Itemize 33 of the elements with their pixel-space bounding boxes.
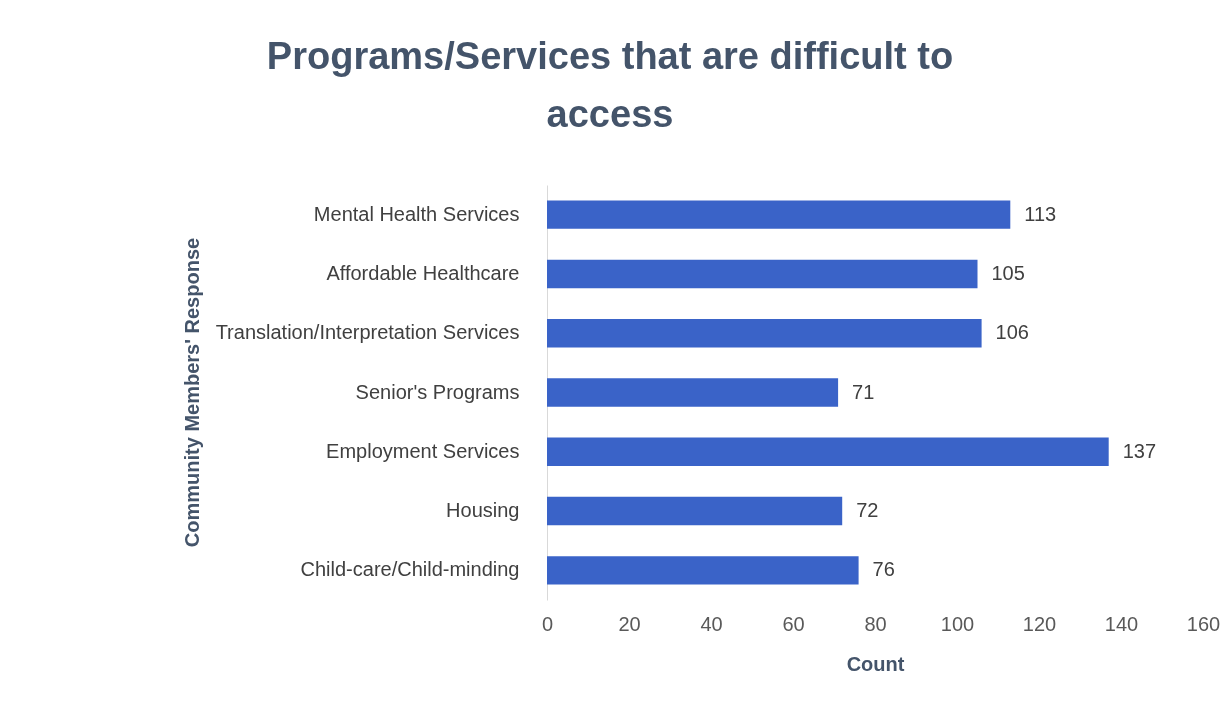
x-tick-label: 0 (541, 612, 554, 635)
y-tick-label: Mental Health Services (313, 202, 520, 225)
x-tick-label: 20 (618, 612, 641, 635)
bar (547, 437, 1109, 467)
bar (547, 496, 843, 526)
bar (547, 259, 978, 289)
x-tick-label: 160 (1186, 612, 1221, 635)
x-tick-label: 60 (782, 612, 805, 635)
x-axis-title: Count (846, 652, 905, 675)
y-tick-label: Child-care/Child-minding (300, 558, 520, 581)
y-tick-label: Translation/Interpretation Services (215, 321, 520, 344)
y-tick-label: Senior's Programs (355, 380, 520, 403)
x-tick-label: 100 (940, 612, 975, 635)
x-tick-label: 120 (1022, 612, 1057, 635)
data-label: 113 (1024, 202, 1057, 225)
bar (547, 378, 839, 407)
y-axis-title: Community Members' Response (180, 237, 203, 548)
y-tick-label: Employment Services (326, 439, 520, 462)
bar (547, 200, 1011, 229)
data-label: 137 (1122, 439, 1157, 462)
data-label: 76 (872, 558, 895, 581)
chart-title: Programs/Services that are difficult to access (266, 35, 954, 135)
bar (547, 556, 859, 585)
x-tick-label: 80 (864, 612, 887, 635)
y-tick-label: Housing (446, 499, 520, 522)
y-tick-label: Affordable Healthcare (326, 261, 520, 284)
data-label: 106 (995, 321, 1029, 344)
data-label: 72 (856, 499, 879, 522)
data-label: 105 (991, 261, 1025, 284)
x-tick-label: 140 (1104, 612, 1139, 635)
x-tick-label: 40 (700, 612, 723, 635)
data-label: 71 (852, 380, 875, 403)
bar (547, 318, 982, 348)
